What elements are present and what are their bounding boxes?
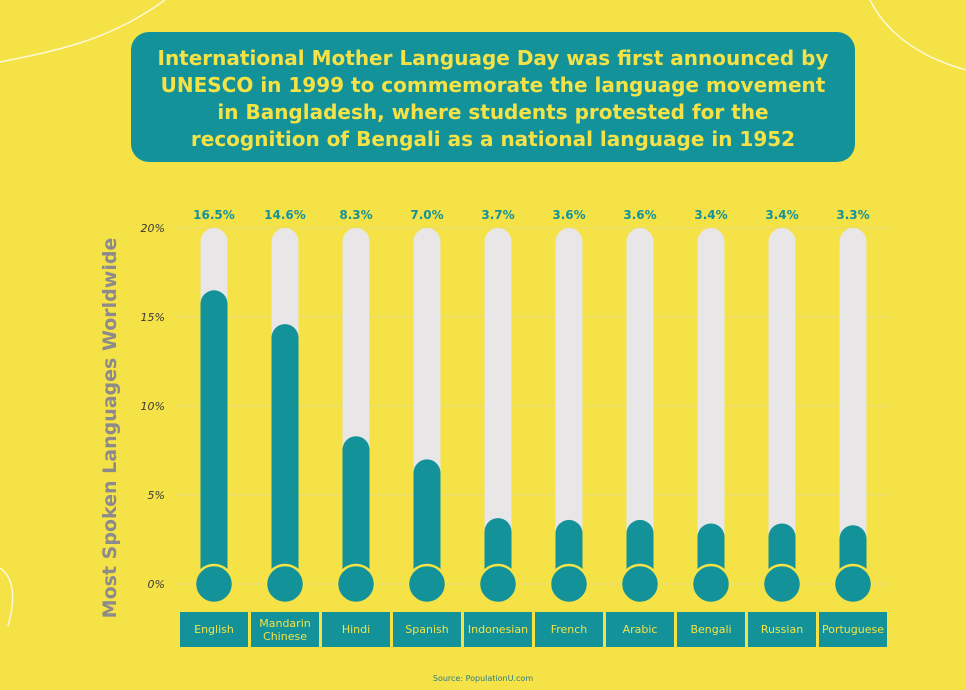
data-label: 8.3% xyxy=(339,208,372,222)
bar xyxy=(200,290,228,584)
bar-base-circle xyxy=(406,563,448,605)
data-label: 14.6% xyxy=(264,208,306,222)
category-box xyxy=(535,612,603,647)
category-label: Hindi xyxy=(342,623,370,636)
bar-base-circle xyxy=(264,563,306,605)
category-box xyxy=(180,612,248,647)
category-box xyxy=(464,612,532,647)
bar-base-circle xyxy=(335,563,377,605)
headline-banner: International Mother Language Day was fi… xyxy=(131,32,855,162)
bar-track xyxy=(555,228,583,584)
data-label: 3.6% xyxy=(623,208,656,222)
bar-base-circle xyxy=(548,563,590,605)
y-tick-label: 5% xyxy=(148,489,165,502)
category-box xyxy=(606,612,674,647)
bar-track xyxy=(484,228,512,584)
category-label: Arabic xyxy=(623,623,658,636)
category-label: French xyxy=(551,623,588,636)
bar-track xyxy=(768,228,796,584)
data-label: 7.0% xyxy=(410,208,443,222)
bar-base-circle xyxy=(761,563,803,605)
data-label: 3.3% xyxy=(836,208,869,222)
data-label: 3.6% xyxy=(552,208,585,222)
category-label: Mandarin Chinese xyxy=(259,617,311,643)
category-label: Portuguese xyxy=(822,623,884,636)
category-box xyxy=(748,612,816,647)
category-label: Indonesian xyxy=(468,623,528,636)
bar-base-circle xyxy=(477,563,519,605)
data-label: 3.7% xyxy=(481,208,514,222)
bar-base-circle xyxy=(832,563,874,605)
category-box xyxy=(322,612,390,647)
data-label: 3.4% xyxy=(765,208,798,222)
data-label: 16.5% xyxy=(193,208,235,222)
category-box xyxy=(393,612,461,647)
bar-track xyxy=(697,228,725,584)
source-note: Source: PopulationU.com xyxy=(432,674,534,683)
category-label: Bengali xyxy=(690,623,731,636)
category-label: English xyxy=(194,623,234,636)
category-label: Russian xyxy=(761,623,803,636)
bar-base-circle xyxy=(619,563,661,605)
bar-base-circle xyxy=(690,563,732,605)
y-tick-label: 0% xyxy=(148,578,165,591)
bar xyxy=(271,324,299,584)
bar-track xyxy=(626,228,654,584)
category-box xyxy=(677,612,745,647)
category-box xyxy=(819,612,887,647)
bar-base-circle xyxy=(193,563,235,605)
data-label: 3.4% xyxy=(694,208,727,222)
category-box xyxy=(251,612,319,647)
bar xyxy=(413,459,441,584)
bar-track xyxy=(839,228,867,584)
bar xyxy=(342,436,370,584)
category-label: Spanish xyxy=(405,623,448,636)
y-tick-label: 10% xyxy=(141,400,165,413)
y-tick-label: 15% xyxy=(141,311,165,324)
y-tick-label: 20% xyxy=(141,222,165,235)
